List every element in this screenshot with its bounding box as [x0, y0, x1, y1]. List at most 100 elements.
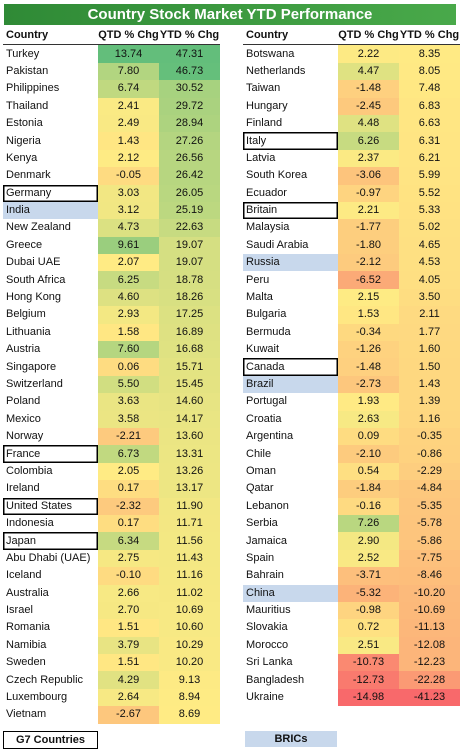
ytd-cell: -11.13	[399, 619, 460, 637]
column-header-ytd: YTD % Chg	[159, 27, 220, 46]
ytd-cell: 25.19	[159, 201, 220, 220]
table-row: Spain 2.52 -7.75	[243, 549, 460, 568]
qtd-cell: 5.50	[98, 375, 159, 394]
table-row: Hungary -2.45 6.83	[243, 97, 460, 115]
qtd-cell: -2.21	[98, 427, 159, 446]
qtd-cell: 1.58	[98, 323, 159, 342]
qtd-cell: -3.71	[338, 567, 399, 585]
qtd-cell: -1.48	[338, 358, 399, 376]
table-row: Philippines 6.74 30.52	[3, 80, 220, 98]
qtd-cell: -0.10	[98, 567, 159, 585]
ytd-cell: 13.31	[159, 445, 220, 463]
qtd-cell: 2.66	[98, 584, 159, 602]
ytd-cell: 6.83	[399, 97, 460, 115]
qtd-cell: 2.75	[98, 549, 159, 568]
country-cell: Turkey	[6, 47, 40, 60]
qtd-cell: 3.79	[98, 636, 159, 655]
ytd-cell: 10.29	[159, 636, 220, 655]
table-row: Qatar -1.84 -4.84	[243, 480, 460, 498]
ytd-cell: -8.46	[399, 567, 460, 585]
ytd-cell: 13.26	[159, 462, 220, 481]
qtd-cell: 2.49	[98, 114, 159, 133]
qtd-cell: 7.26	[338, 514, 399, 533]
country-cell: Indonesia	[6, 517, 54, 530]
ytd-cell: -5.35	[399, 497, 460, 515]
country-cell: Poland	[6, 395, 41, 408]
ytd-cell: 28.94	[159, 114, 220, 133]
ytd-cell: 5.52	[399, 184, 460, 202]
country-cell: South Korea	[246, 169, 308, 182]
table-row: Sri Lanka -10.73 -12.23	[243, 654, 460, 672]
table-row: Brazil -2.73 1.43	[243, 375, 460, 394]
country-cell: Oman	[246, 464, 276, 477]
country-cell: Peru	[246, 273, 270, 286]
table-row: Taiwan -1.48 7.48	[243, 80, 460, 98]
qtd-cell: -1.77	[338, 219, 399, 237]
country-cell: Croatia	[246, 412, 282, 425]
qtd-cell: 3.58	[98, 410, 159, 428]
country-cell: Colombia	[6, 464, 53, 477]
qtd-cell: 2.52	[338, 549, 399, 568]
ytd-cell: -12.23	[399, 654, 460, 672]
country-cell: Denmark	[6, 169, 51, 182]
qtd-cell: -0.16	[338, 497, 399, 515]
table-row: Saudi Arabia -1.80 4.65	[243, 236, 460, 255]
performance-table-left: Country QTD % Chg YTD % Chg Turkey 13.74 4…	[3, 27, 220, 724]
chart-title: Country Stock Market YTD Performance	[4, 4, 456, 25]
qtd-cell: -1.26	[338, 341, 399, 359]
table-row: Abu Dhabi (UAE) 2.75 11.43	[3, 549, 220, 568]
table-row: Bermuda -0.34 1.77	[243, 323, 460, 342]
ytd-cell: -7.75	[399, 549, 460, 568]
table-row: Netherlands 4.47 8.05	[243, 62, 460, 81]
ytd-cell: 13.17	[159, 480, 220, 498]
country-cell: Switzerland	[6, 378, 63, 390]
ytd-cell: 1.16	[399, 410, 460, 428]
header-row: Country QTD % Chg YTD % Chg	[3, 27, 220, 46]
ytd-cell: 4.65	[399, 236, 460, 255]
country-cell: Ireland	[6, 482, 40, 495]
table-row: Israel 2.70 10.69	[3, 601, 220, 620]
ytd-cell: 11.71	[159, 514, 220, 533]
performance-table-right: Country QTD % Chg YTD % Chg Botswana 2.22…	[243, 27, 460, 707]
table-row: United States -2.32 11.90	[3, 497, 220, 515]
country-cell: Norway	[6, 430, 44, 443]
ytd-cell: 11.16	[159, 567, 220, 585]
country-cell: Canada	[243, 358, 338, 375]
country-cell: Pakistan	[6, 64, 49, 77]
qtd-cell: 0.17	[98, 514, 159, 533]
qtd-cell: -2.67	[98, 706, 159, 724]
table-row: Greece 9.61 19.07	[3, 236, 220, 255]
qtd-cell: 0.72	[338, 619, 399, 637]
country-cell: Belgium	[6, 308, 46, 321]
ytd-cell: 18.78	[159, 271, 220, 289]
qtd-cell: -0.05	[98, 167, 159, 185]
ytd-cell: 10.20	[159, 654, 220, 672]
table-row: Australia 2.66 11.02	[3, 584, 220, 602]
qtd-cell: -1.84	[338, 480, 399, 498]
table-row: Bangladesh -12.73 -22.28	[243, 671, 460, 689]
table-row: Czech Republic 4.29 9.13	[3, 671, 220, 689]
ytd-cell: 6.21	[399, 149, 460, 168]
qtd-cell: 2.51	[338, 636, 399, 655]
table-row: Sweden 1.51 10.20	[3, 654, 220, 672]
table-row: Serbia 7.26 -5.78	[243, 514, 460, 533]
qtd-cell: 2.07	[98, 254, 159, 272]
qtd-cell: 2.64	[98, 688, 159, 707]
qtd-cell: -2.45	[338, 97, 399, 115]
table-row: Malta 2.15 3.50	[243, 288, 460, 307]
ytd-cell: -10.20	[399, 584, 460, 602]
country-cell: Netherlands	[246, 64, 306, 77]
table-row: Nigeria 1.43 27.26	[3, 132, 220, 150]
table-row: Malaysia -1.77 5.02	[243, 219, 460, 237]
column-header-ytd: YTD % Chg	[399, 27, 460, 46]
table-row: Ecuador -0.97 5.52	[243, 184, 460, 202]
table-row: Colombia 2.05 13.26	[3, 462, 220, 481]
table-row: Bulgaria 1.53 2.11	[243, 306, 460, 324]
ytd-cell: 5.33	[399, 201, 460, 220]
qtd-cell: 2.05	[98, 462, 159, 481]
ytd-cell: 30.52	[159, 80, 220, 98]
table-row: Luxembourg 2.64 8.94	[3, 688, 220, 707]
country-cell: Germany	[3, 185, 98, 202]
country-cell: Abu Dhabi (UAE)	[6, 551, 91, 564]
ytd-cell: 14.60	[159, 393, 220, 411]
